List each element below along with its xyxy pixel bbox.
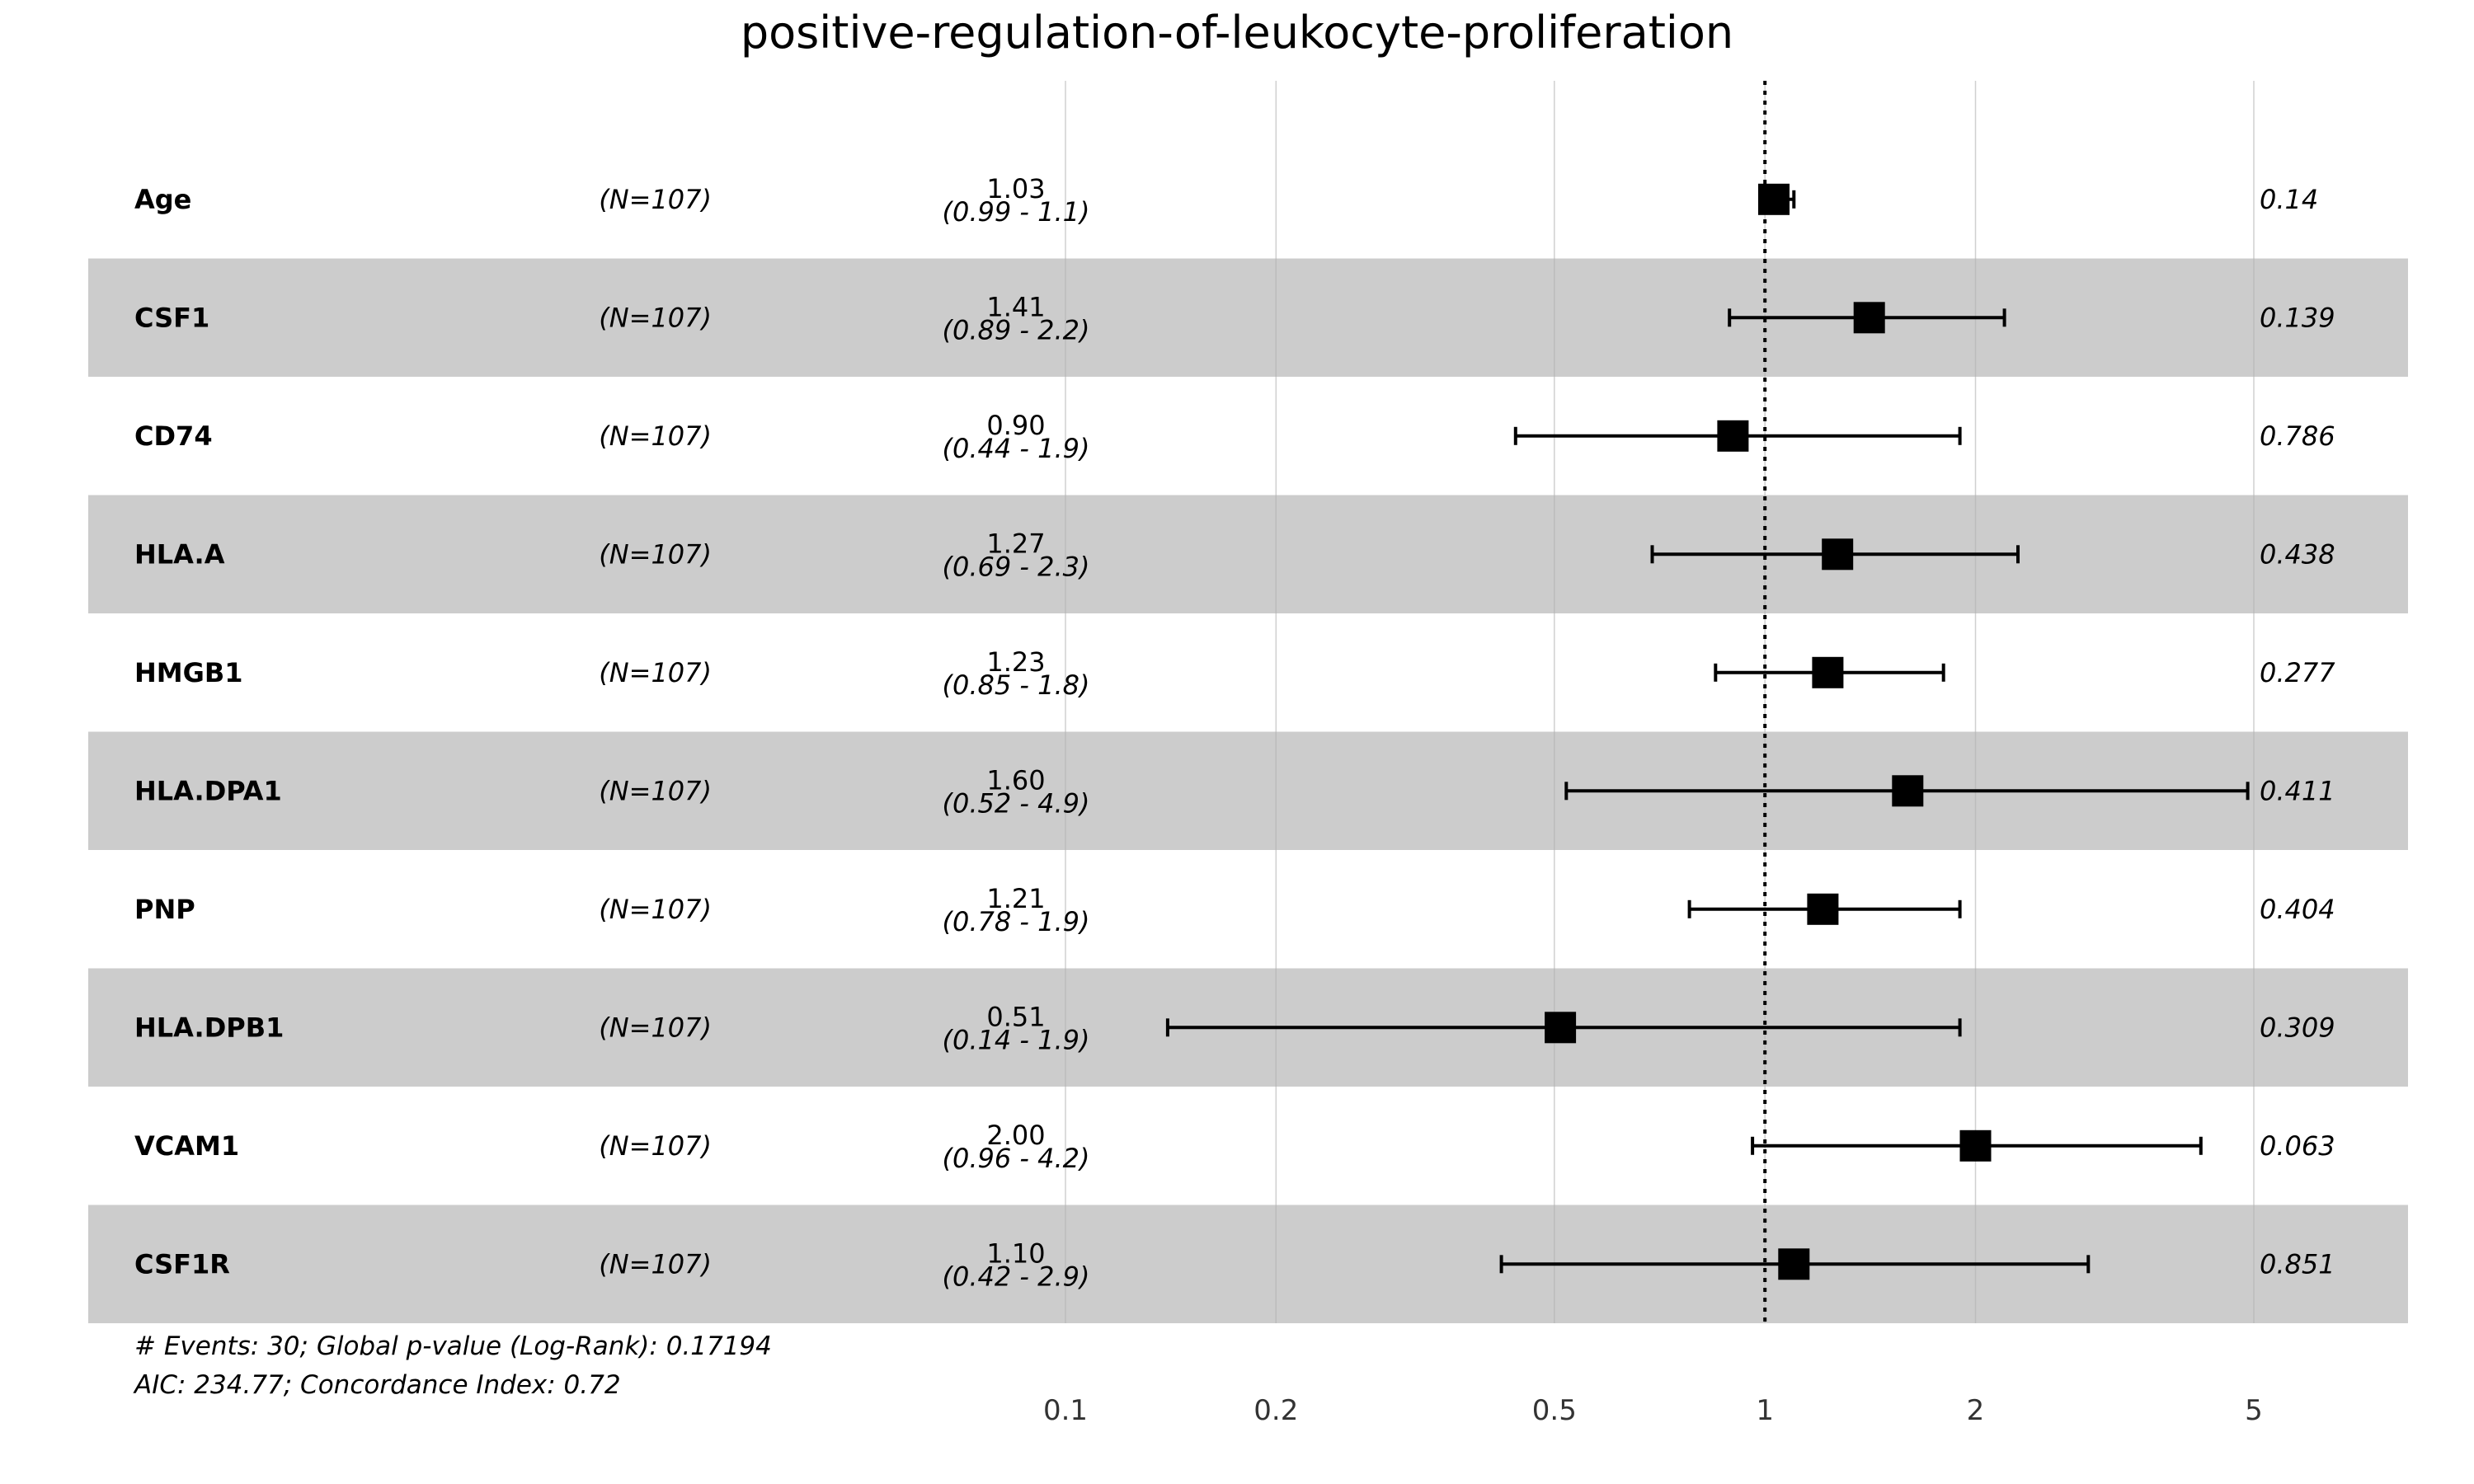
row-band xyxy=(88,850,2408,969)
hr-marker xyxy=(1959,1129,1992,1162)
variable-label: PNP xyxy=(134,894,195,925)
p-value-label: 0.063 xyxy=(2260,1130,2335,1162)
footnote-aic: AIC: 234.77; Concordance Index: 0.72 xyxy=(133,1370,621,1400)
ci-label: (0.52 - 4.9) xyxy=(943,787,1090,819)
variable-label: CSF1R xyxy=(134,1248,230,1280)
hr-marker xyxy=(1778,1248,1810,1280)
variable-label: HLA.A xyxy=(134,538,225,570)
variable-label: CSF1 xyxy=(134,302,209,333)
x-tick-label: 0.5 xyxy=(1532,1394,1577,1427)
hr-marker xyxy=(1892,775,1924,807)
hr-label: 1.10 xyxy=(986,1237,1045,1269)
hr-marker xyxy=(1545,1012,1577,1044)
hr-marker xyxy=(1758,183,1790,215)
row-text: Age (N=107) 1.03(0.99 - 1.1) 0.14 CSF1 (N=107… xyxy=(134,173,2335,1293)
variable-label: CD74 xyxy=(134,420,213,452)
x-tick-label: 1 xyxy=(1756,1394,1774,1427)
p-value-label: 0.404 xyxy=(2260,894,2335,925)
ci-label: (0.89 - 2.2) xyxy=(943,314,1090,345)
hr-marker xyxy=(1853,302,1885,334)
footnote-events: # Events: 30; Global p-value (Log-Rank):… xyxy=(134,1331,772,1361)
n-label: (N=107) xyxy=(599,184,712,215)
gridlines xyxy=(1065,81,2255,1323)
ci-label: (0.42 - 2.9) xyxy=(943,1261,1090,1292)
p-value-label: 0.438 xyxy=(2260,538,2335,570)
x-tick-label: 0.1 xyxy=(1043,1394,1088,1427)
hr-label: 2.00 xyxy=(986,1120,1045,1151)
row-band xyxy=(88,495,2408,613)
chart-title: positive-regulation-of-leukocyte-prolife… xyxy=(741,7,1733,59)
hr-label: 1.27 xyxy=(986,528,1045,559)
hr-label: 1.03 xyxy=(986,173,1045,204)
variable-label: Age xyxy=(134,184,191,215)
n-label: (N=107) xyxy=(599,538,712,570)
p-value-label: 0.277 xyxy=(2260,657,2335,688)
n-label: (N=107) xyxy=(599,1012,712,1043)
p-value-label: 0.851 xyxy=(2260,1248,2335,1280)
hr-label: 0.51 xyxy=(986,1001,1045,1032)
n-label: (N=107) xyxy=(599,1248,712,1280)
variable-label: HLA.DPA1 xyxy=(134,775,282,806)
n-label: (N=107) xyxy=(599,657,712,688)
n-label: (N=107) xyxy=(599,894,712,925)
row-band xyxy=(88,377,2408,495)
hr-marker xyxy=(1717,420,1749,452)
row-band xyxy=(88,613,2408,732)
ci-label: (0.96 - 4.2) xyxy=(943,1143,1090,1174)
x-tick-label: 0.2 xyxy=(1253,1394,1298,1427)
row-band xyxy=(88,258,2408,377)
variable-label: HMGB1 xyxy=(134,657,243,688)
hr-marker xyxy=(1807,893,1839,925)
hr-label: 1.41 xyxy=(986,291,1045,322)
n-label: (N=107) xyxy=(599,420,712,452)
n-label: (N=107) xyxy=(599,302,712,333)
n-label: (N=107) xyxy=(599,775,712,806)
row-band xyxy=(88,140,2408,259)
hr-label: 1.60 xyxy=(986,764,1045,796)
p-value-label: 0.14 xyxy=(2260,184,2318,215)
ci-label: (0.99 - 1.1) xyxy=(943,196,1090,228)
p-value-label: 0.139 xyxy=(2260,302,2335,333)
ci-label: (0.14 - 1.9) xyxy=(943,1024,1090,1055)
variable-label: VCAM1 xyxy=(134,1130,239,1162)
x-tick-label: 2 xyxy=(1967,1394,1985,1427)
hr-marker xyxy=(1812,656,1844,688)
x-tick-label: 5 xyxy=(2245,1394,2263,1427)
hr-marker xyxy=(1822,538,1854,571)
hr-label: 1.23 xyxy=(986,646,1045,678)
n-label: (N=107) xyxy=(599,1130,712,1162)
hazard-ratio-markers xyxy=(1545,183,1992,1280)
variable-label: HLA.DPB1 xyxy=(134,1012,284,1043)
x-axis-ticks: 0.1 0.2 0.5 1 2 5 xyxy=(1043,1394,2263,1427)
hr-label: 1.21 xyxy=(986,883,1045,914)
ci-label: (0.85 - 1.8) xyxy=(943,669,1090,701)
hr-label: 0.90 xyxy=(986,410,1045,441)
ci-label: (0.44 - 1.9) xyxy=(943,433,1090,464)
p-value-label: 0.309 xyxy=(2260,1012,2335,1043)
p-value-label: 0.411 xyxy=(2260,775,2335,806)
ci-label: (0.69 - 2.3) xyxy=(943,551,1090,582)
ci-label: (0.78 - 1.9) xyxy=(943,906,1090,937)
p-value-label: 0.786 xyxy=(2260,420,2335,452)
